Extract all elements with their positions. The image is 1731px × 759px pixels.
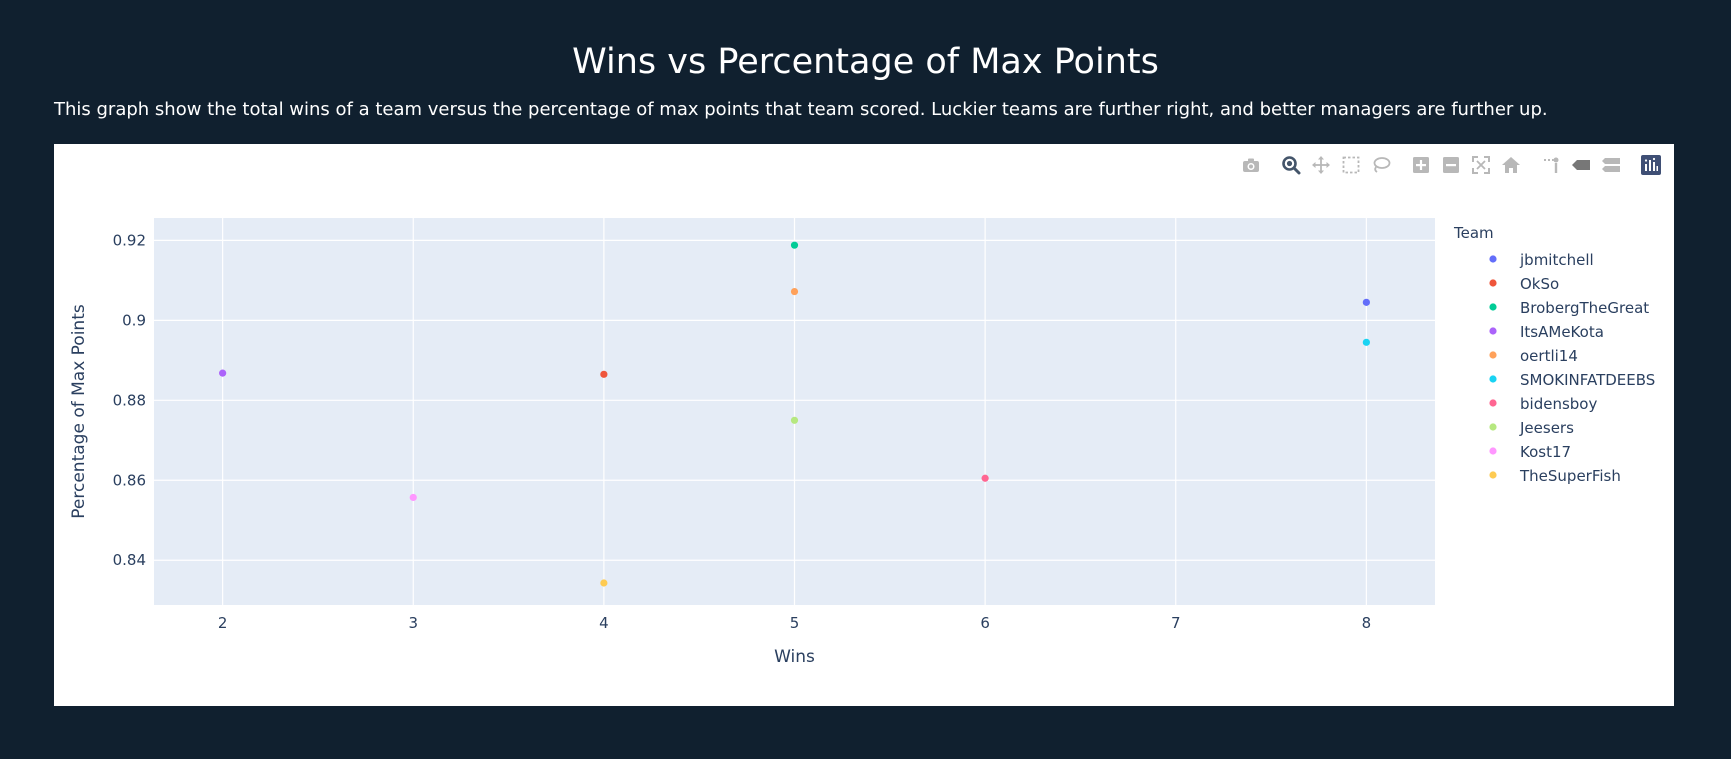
legend-marker[interactable]: [1489, 303, 1497, 311]
legend-marker[interactable]: [1489, 471, 1497, 479]
data-point[interactable]: [790, 241, 799, 249]
data-point[interactable]: [1362, 298, 1370, 306]
legend-item-label[interactable]: SMOKINFATDEEBS: [1520, 371, 1655, 389]
legend-marker[interactable]: [1489, 279, 1497, 287]
spike-lines-icon[interactable]: [1536, 154, 1566, 176]
x-tick-label: 6: [980, 614, 990, 632]
reset-axes-icon[interactable]: [1496, 154, 1526, 176]
scatter-chart[interactable]: 2 3 4 5 6 7 8 0.84 0.86 0.88 0.9 0.92 Wins Percentage…: [54, 144, 1674, 706]
legend-item-label[interactable]: TheSuperFish: [1519, 467, 1621, 485]
legend-item-label[interactable]: jbmitchell: [1519, 251, 1594, 269]
legend-item-label[interactable]: BrobergTheGreat: [1520, 299, 1649, 317]
page-title: Wins vs Percentage of Max Points: [572, 42, 1159, 82]
legend-item-label[interactable]: Jeesers: [1519, 419, 1574, 437]
data-point[interactable]: [790, 416, 799, 424]
data-point[interactable]: [219, 369, 227, 377]
zoom-in-icon[interactable]: [1406, 154, 1436, 176]
data-point[interactable]: [600, 579, 608, 587]
x-tick-label: 3: [408, 614, 418, 632]
data-point[interactable]: [790, 287, 799, 296]
hover-compare-icon[interactable]: [1596, 154, 1626, 176]
x-tick-label: 8: [1362, 614, 1372, 632]
legend-title: Team: [1453, 224, 1494, 242]
box-select-icon[interactable]: [1336, 154, 1366, 176]
data-point[interactable]: [600, 370, 608, 378]
autoscale-icon[interactable]: [1466, 154, 1496, 176]
legend-item-label[interactable]: Kost17: [1520, 443, 1571, 461]
plot-container: 2 3 4 5 6 7 8 0.84 0.86 0.88 0.9 0.92 Wins Percentage…: [54, 144, 1674, 706]
legend-marker[interactable]: [1489, 375, 1497, 383]
pan-icon[interactable]: [1306, 154, 1336, 176]
lasso-select-icon[interactable]: [1366, 154, 1396, 176]
y-tick-label: 0.92: [113, 231, 146, 249]
y-tick-label: 0.86: [113, 471, 146, 489]
legend-marker[interactable]: [1489, 255, 1497, 263]
data-point[interactable]: [409, 493, 417, 502]
x-tick-label: 2: [218, 614, 228, 632]
zoom-icon[interactable]: [1276, 154, 1306, 176]
page-description: This graph show the total wins of a team…: [54, 99, 1548, 120]
modebar: [1236, 154, 1666, 176]
y-tick-label: 0.9: [122, 311, 146, 329]
legend-marker[interactable]: [1489, 351, 1497, 359]
y-tick-label: 0.88: [113, 391, 146, 409]
zoom-out-icon[interactable]: [1436, 154, 1466, 176]
legend-marker[interactable]: [1489, 399, 1497, 407]
legend-item-label[interactable]: OkSo: [1520, 275, 1559, 293]
x-axis-title: Wins: [774, 647, 815, 667]
x-tick-label: 7: [1171, 614, 1181, 632]
data-point[interactable]: [981, 474, 989, 482]
legend-item-label[interactable]: bidensboy: [1520, 395, 1597, 413]
legend-marker[interactable]: [1489, 423, 1497, 431]
legend-item-label[interactable]: ItsAMeKota: [1520, 323, 1604, 341]
y-tick-label: 0.84: [113, 551, 146, 569]
x-tick-label: 4: [599, 614, 609, 632]
plotly-logo-icon[interactable]: [1636, 154, 1666, 176]
x-tick-label: 5: [790, 614, 800, 632]
data-point[interactable]: [1362, 338, 1370, 346]
camera-icon[interactable]: [1236, 154, 1266, 176]
legend-marker[interactable]: [1489, 447, 1497, 455]
legend-item-label[interactable]: oertli14: [1520, 347, 1578, 365]
hover-closest-icon[interactable]: [1566, 154, 1596, 176]
legend-marker[interactable]: [1489, 327, 1497, 335]
y-axis-title: Percentage of Max Points: [69, 304, 89, 519]
